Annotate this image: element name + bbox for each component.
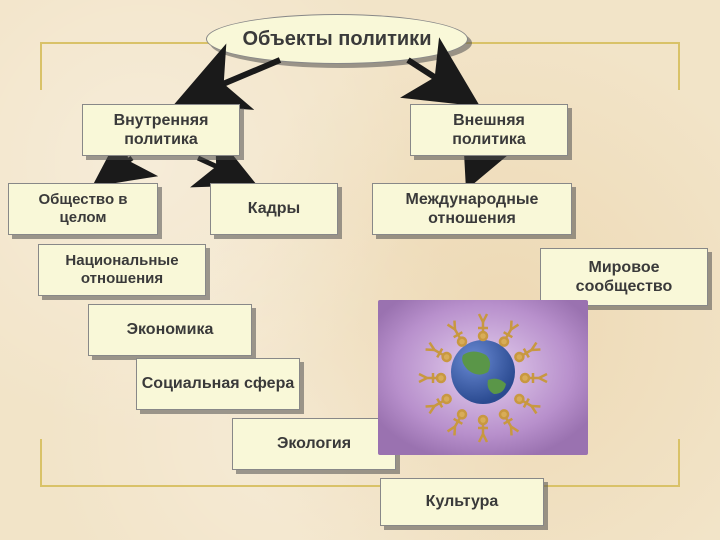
title-text: Объекты политики — [243, 28, 432, 51]
box-culture-label: Культура — [426, 492, 499, 511]
box-culture: Культура — [380, 478, 544, 526]
branch-external-label: Внешняя политика — [415, 111, 563, 149]
arrow-right-1 — [470, 158, 480, 181]
box-international-label: Международные отношения — [377, 190, 567, 228]
arrow-left-1 — [100, 158, 132, 181]
box-ecology: Экология — [232, 418, 396, 470]
box-society: Общество в целом — [8, 183, 158, 235]
box-national: Национальные отношения — [38, 244, 206, 296]
box-society-label: Общество в целом — [13, 191, 153, 227]
title-ellipse: Объекты политики — [206, 14, 468, 64]
box-world-label: Мировое сообщество — [545, 258, 703, 296]
box-national-label: Национальные отношения — [43, 252, 201, 288]
box-social-label: Социальная сфера — [142, 374, 295, 393]
box-world: Мировое сообщество — [540, 248, 708, 306]
branch-internal: Внутренняя политика — [82, 104, 240, 156]
arrow-left-2 — [198, 158, 248, 181]
box-kadry: Кадры — [210, 183, 338, 235]
branch-external: Внешняя политика — [410, 104, 568, 156]
box-ecology-label: Экология — [277, 434, 351, 453]
box-economy: Экономика — [88, 304, 252, 356]
box-economy-label: Экономика — [127, 320, 214, 339]
box-social: Социальная сфера — [136, 358, 300, 410]
box-kadry-label: Кадры — [248, 199, 300, 218]
box-international: Международные отношения — [372, 183, 572, 235]
branch-internal-label: Внутренняя политика — [87, 111, 235, 149]
globe-illustration — [378, 300, 588, 455]
